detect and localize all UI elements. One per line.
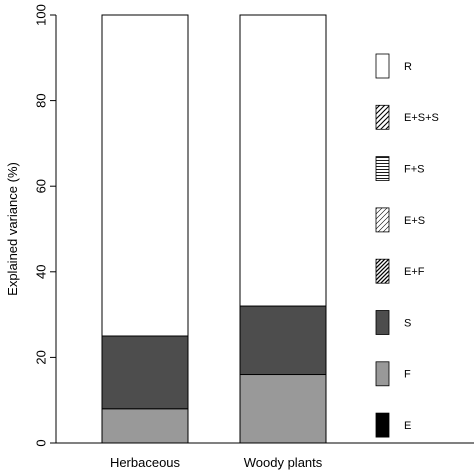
y-tick-label: 80 [34, 93, 49, 107]
y-tick-label: 0 [34, 439, 49, 446]
legend-label-e: E [404, 420, 411, 432]
legend-swatch-e-plus-f [375, 258, 390, 284]
bar-segment-woody-plants-r [239, 14, 327, 307]
legend-swatch-r [375, 53, 390, 79]
legend-label-f-plus-s: F+S [404, 163, 424, 175]
y-tick-label: 100 [34, 4, 49, 26]
x-category-label-woody-plants: Woody plants [244, 455, 323, 470]
legend-label-e-plus-f: E+F [404, 266, 425, 278]
legend-swatch-f-plus-s [375, 156, 390, 182]
legend-label-e-plus-s-plus-s: E+S+S [404, 112, 439, 124]
legend-label-s: S [404, 317, 411, 329]
y-tick-label: 20 [34, 350, 49, 364]
legend-swatch-e-plus-s [375, 207, 390, 233]
legend-label-e-plus-s: E+S [404, 215, 425, 227]
bar-segment-herbaceous-s [101, 335, 189, 410]
bar-segment-woody-plants-f [239, 374, 327, 444]
bar-segment-woody-plants-s [239, 305, 327, 376]
legend-swatch-s [375, 310, 390, 335]
y-tick-label: 40 [34, 265, 49, 279]
y-axis-label: Explained variance (%) [5, 162, 20, 296]
legend-swatch-e-plus-s-plus-s [375, 104, 390, 130]
y-tick-label: 60 [34, 179, 49, 193]
legend-label-f: F [404, 369, 411, 381]
bar-segment-herbaceous-f [101, 408, 189, 444]
legend-swatch-f [375, 361, 390, 387]
bar-segment-herbaceous-r [101, 14, 189, 337]
x-category-label-herbaceous: Herbaceous [110, 455, 181, 470]
legend-label-r: R [404, 61, 412, 73]
legend-swatch-e [375, 412, 390, 438]
